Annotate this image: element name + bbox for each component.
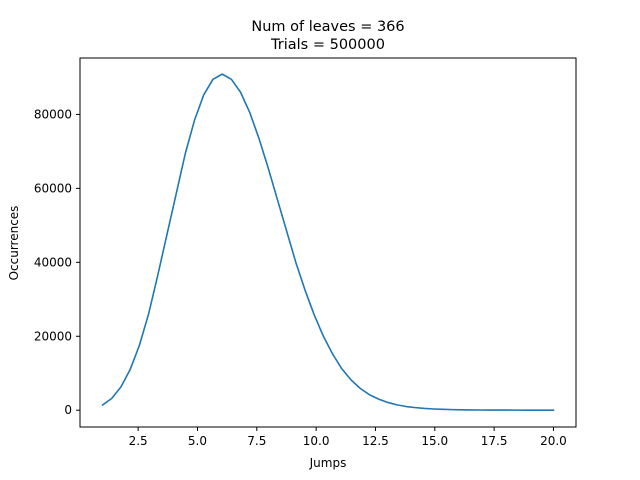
y-axis-ticks: 0 20000 40000 60000 80000 — [34, 107, 80, 417]
y-tick-label: 0 — [64, 403, 72, 417]
y-tick-label: 60000 — [34, 181, 72, 195]
chart-title: Num of leaves = 366 — [251, 19, 404, 35]
x-axis-label: Jumps — [309, 456, 347, 470]
x-tick-label: 10.0 — [303, 434, 330, 448]
y-tick-label: 20000 — [34, 329, 72, 343]
plot-frame — [79, 57, 577, 428]
y-tick-label: 80000 — [34, 107, 72, 121]
x-tick-label: 17.5 — [481, 434, 508, 448]
x-tick-label: 12.5 — [362, 434, 389, 448]
y-axis-label: Occurrences — [7, 206, 21, 281]
x-tick-label: 15.0 — [421, 434, 448, 448]
x-tick-label: 7.5 — [247, 434, 266, 448]
x-tick-label: 2.5 — [129, 434, 148, 448]
x-tick-label: 5.0 — [188, 434, 207, 448]
x-tick-label: 20.0 — [540, 434, 567, 448]
y-tick-label: 40000 — [34, 255, 72, 269]
chart-subtitle: Trials = 500000 — [270, 37, 385, 53]
series-line — [101, 73, 555, 411]
x-axis-ticks: 2.5 5.0 7.5 10.0 12.5 15.0 17.5 20.0 — [129, 427, 567, 448]
